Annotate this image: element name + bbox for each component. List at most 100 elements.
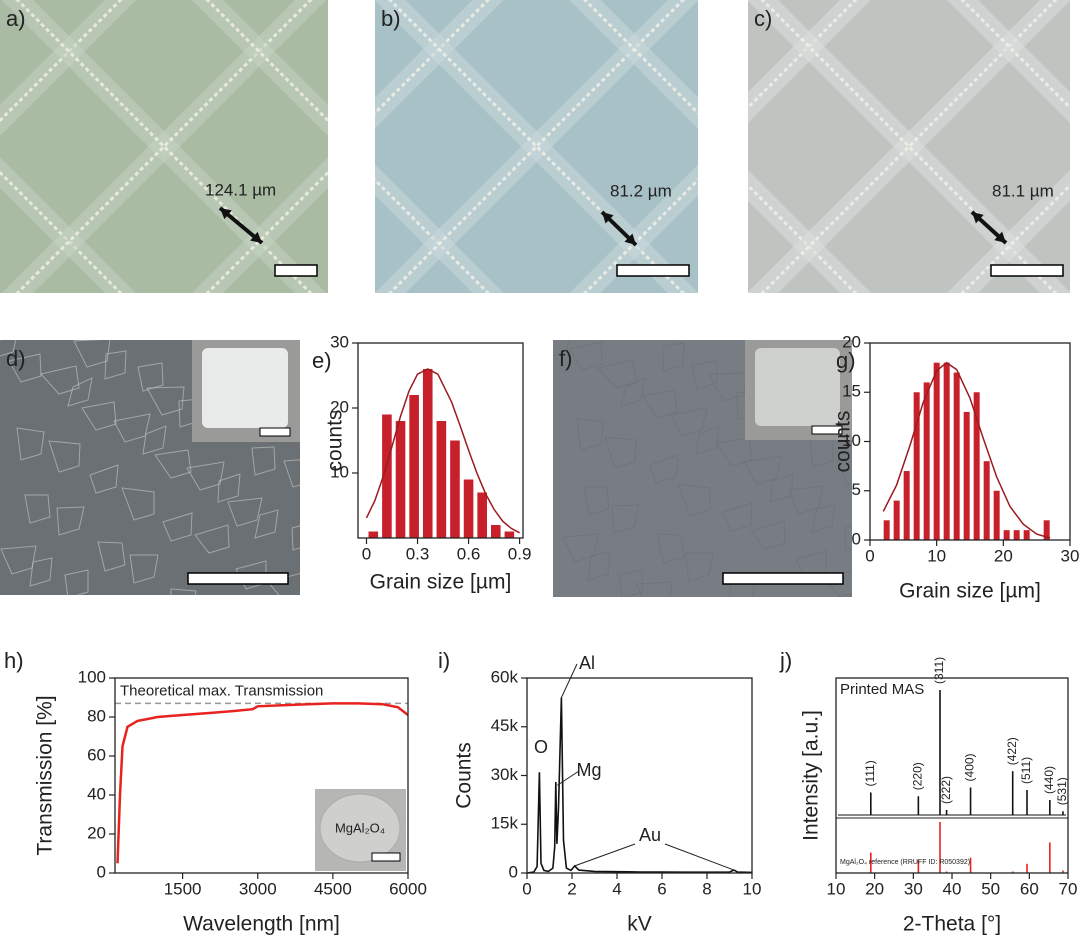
bar: [463, 479, 474, 538]
grain: [611, 504, 640, 534]
arrow-head: [624, 233, 636, 245]
grain: [48, 440, 81, 473]
grain: [24, 494, 51, 524]
y-tick-label: 40: [87, 784, 106, 803]
grain: [146, 386, 185, 416]
x-tick-label: 70: [1059, 879, 1078, 898]
grain: [695, 425, 720, 455]
annotation-line: [560, 663, 578, 698]
bar: [490, 525, 501, 538]
y-tick-label: 15: [842, 382, 861, 401]
x-axis-label: Grain size [µm]: [370, 571, 512, 594]
y-tick-label: 60: [87, 745, 106, 764]
grain: [40, 365, 80, 395]
line-series: [116, 702, 409, 864]
plot-frame: [114, 677, 409, 874]
y-tick-label: 5: [852, 480, 861, 499]
grain: [142, 425, 167, 455]
grain: [254, 509, 279, 539]
bar: [963, 411, 970, 540]
fit-curve: [365, 368, 520, 534]
grain: [677, 483, 711, 517]
photo: a) 124.1 µm: [0, 0, 328, 293]
peak-label: (531): [1055, 777, 1069, 805]
peak-label: (222): [939, 776, 953, 804]
grain: [620, 377, 646, 407]
bar: [477, 492, 487, 538]
annotation: 124.1 µm: [205, 180, 276, 199]
x-tick-label: 60: [1020, 879, 1039, 898]
y-tick-label: 15k: [491, 814, 519, 833]
grain: [8, 353, 42, 383]
grain: [129, 554, 159, 584]
panel-label: h): [4, 648, 24, 673]
peak-label: (311): [932, 657, 946, 684]
arrow-head: [250, 231, 262, 243]
x-tick-label: 0: [362, 544, 371, 563]
bar: [893, 500, 900, 540]
grain: [642, 389, 678, 419]
grain: [113, 413, 151, 443]
panel-label: f): [559, 346, 572, 371]
plot-frame: [869, 342, 1071, 541]
grain: [562, 533, 599, 563]
panel-label: j): [779, 648, 792, 673]
grain: [170, 588, 197, 595]
grain: [186, 461, 225, 491]
x-axis-label: Grain size [µm]: [899, 580, 1041, 603]
y-tick-label: 60k: [491, 667, 519, 686]
bar: [436, 421, 447, 538]
scale-bar: [187, 572, 289, 585]
peak-annotation: Au: [639, 825, 661, 845]
peak-annotation: Mg: [576, 760, 601, 780]
x-tick-label: 0: [865, 546, 874, 565]
bar: [983, 461, 990, 540]
y-tick-label: 0: [509, 862, 518, 881]
bar: [1043, 520, 1050, 540]
grain: [837, 457, 852, 486]
y-tick-label: 20: [87, 823, 106, 842]
grain: [788, 485, 824, 515]
reference-label: Theoretical max. Transmission: [120, 682, 323, 699]
bar: [923, 382, 930, 540]
bar: [409, 395, 419, 538]
x-tick-label: 20: [865, 879, 884, 898]
x-tick-label: 10: [827, 879, 846, 898]
bar: [1013, 530, 1020, 540]
grain: [267, 573, 300, 595]
grain: [154, 449, 192, 479]
lattice: [375, 0, 698, 293]
bar: [933, 362, 940, 540]
y-axis-label: counts: [832, 411, 855, 473]
y-tick-label: 0: [852, 529, 861, 548]
grain: [0, 545, 37, 575]
annotation: 81.2 µm: [610, 181, 672, 200]
bar: [422, 369, 433, 538]
y-tick-label: 30k: [491, 765, 519, 784]
grain: [67, 377, 93, 407]
scale-bar: [259, 427, 291, 437]
grain: [811, 503, 836, 533]
inset-sample: [755, 348, 840, 426]
grain: [104, 350, 127, 380]
grain: [283, 459, 300, 488]
x-tick-label: 4500: [314, 879, 352, 898]
bar: [450, 440, 460, 538]
grain: [16, 427, 45, 461]
y-tick-label: 10: [842, 431, 861, 450]
y-tick-label: 80: [87, 706, 106, 725]
bar: [903, 471, 910, 540]
photo: b) 81.2 µm: [375, 0, 698, 293]
inset-sample: [202, 348, 288, 428]
panel-label: d): [6, 346, 26, 371]
inset-disc: [319, 793, 401, 863]
grain: [97, 541, 126, 572]
panel-label: c): [754, 6, 772, 31]
peak-label: (422): [1005, 737, 1019, 765]
panel-label: i): [438, 648, 450, 673]
panel-label: e): [312, 348, 332, 373]
grain: [587, 551, 611, 581]
x-tick-label: 4: [612, 879, 621, 898]
grain: [597, 359, 637, 389]
grain: [194, 524, 230, 554]
